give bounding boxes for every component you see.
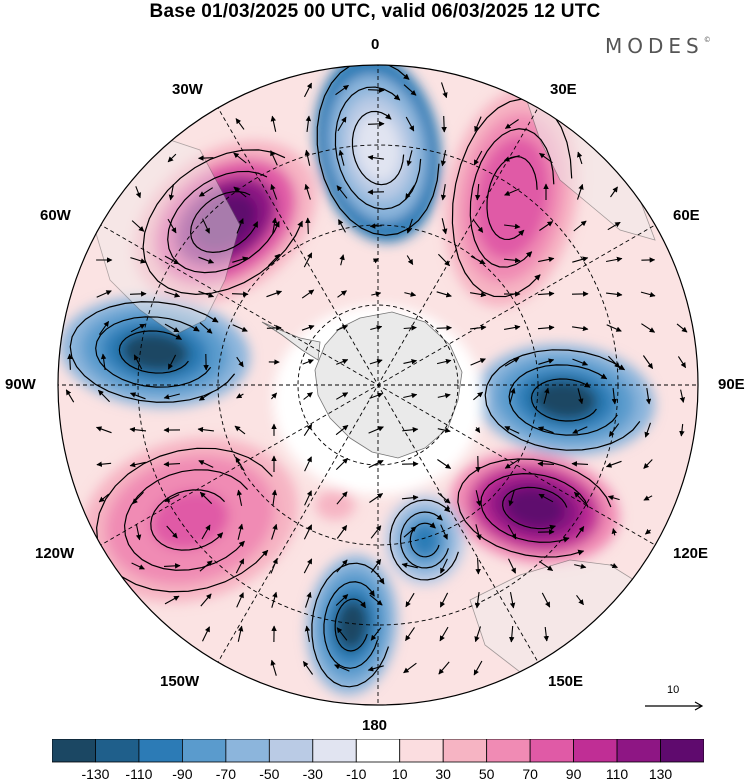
colorbar-tick-label: 10	[391, 766, 408, 782]
reference-vector-label: 10	[667, 684, 680, 696]
colorbar-swatch	[529, 739, 574, 763]
colorbar-swatch	[355, 739, 401, 763]
colorbar-tick-label: -130	[81, 766, 110, 782]
colorbar-tick-label: 50	[478, 766, 495, 782]
map-title: Base 01/03/2025 00 UTC, valid 06/03/2025…	[149, 1, 601, 22]
graticule	[58, 65, 698, 705]
colorbar-tick-label: 30	[435, 766, 451, 782]
colorbar-swatch	[95, 739, 140, 763]
lon-label-150w: 150W	[160, 673, 200, 690]
colorbar-swatch	[442, 739, 488, 763]
colorbar-tick-label: -10	[346, 766, 367, 782]
colorbar-swatch	[225, 739, 270, 763]
colorbar-tick-label: -50	[259, 766, 280, 782]
map-border	[57, 64, 699, 706]
lon-label-90e: 90E	[718, 376, 745, 393]
colorbar	[52, 739, 704, 763]
reference-vector-arrow	[645, 701, 704, 711]
lon-label-120w: 120W	[35, 545, 75, 562]
brand-logo: MODES©	[605, 34, 711, 58]
lon-label-30e: 30E	[550, 81, 577, 98]
colorbar-swatch	[268, 739, 314, 763]
colorbar-swatch	[486, 739, 531, 763]
lon-label-120e: 120E	[673, 545, 709, 562]
lon-label-0: 0	[371, 36, 380, 53]
colorbar-tick-label: 110	[605, 766, 629, 782]
colorbar-swatch	[660, 739, 704, 763]
lon-label-60w: 60W	[40, 207, 71, 224]
colorbar-swatch	[181, 739, 227, 763]
colorbar-swatch	[138, 739, 183, 763]
streamlines	[69, 65, 641, 688]
colorbar-tick-label: 70	[522, 766, 538, 782]
lon-label-150e: 150E	[548, 673, 584, 690]
lon-label-180: 180	[362, 717, 388, 734]
colorbar-tick-label: 130	[648, 766, 673, 782]
colorbar-tick-label: -110	[125, 766, 153, 782]
lon-label-30w: 30W	[172, 81, 203, 98]
lon-label-90w: 90W	[5, 376, 36, 393]
antarctica-landmass	[314, 311, 463, 459]
colorbar-tick-label: 90	[565, 766, 582, 782]
colorbar-tick-label: -30	[302, 766, 323, 782]
wind-vectors	[65, 82, 688, 676]
colorbar-swatch	[52, 739, 96, 763]
colorbar-swatch	[312, 739, 357, 763]
colorbar-swatch	[616, 739, 661, 763]
colorbar-tick-label: -90	[172, 766, 193, 782]
colorbar-tick-label: -70	[215, 766, 236, 782]
colorbar-swatch	[399, 739, 444, 763]
lon-label-60e: 60E	[673, 207, 700, 224]
colorbar-swatch	[573, 739, 618, 763]
